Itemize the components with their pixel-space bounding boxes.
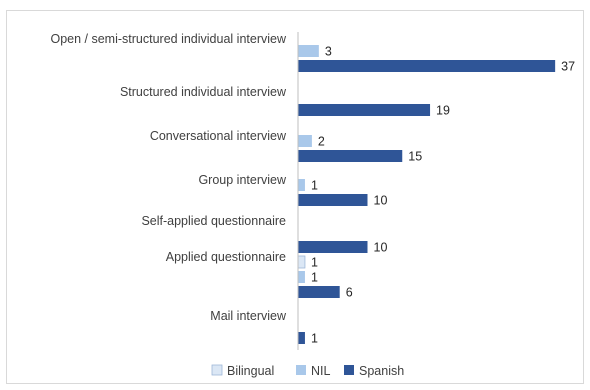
bar-nil: [298, 179, 305, 191]
data-label: 2: [318, 135, 325, 149]
category-label: Open / semi-structured individual interv…: [50, 32, 286, 46]
chart-area: [6, 10, 584, 384]
bar-spanish: [298, 194, 368, 206]
data-label: 10: [374, 241, 388, 255]
bar-spanish: [298, 150, 403, 162]
data-label: 19: [436, 104, 450, 118]
data-label: 3: [325, 45, 332, 59]
category-label: Conversational interview: [150, 129, 287, 143]
category-label: Self-applied questionnaire: [141, 214, 286, 228]
data-label: 1: [311, 179, 318, 193]
legend-label: Spanish: [359, 364, 404, 378]
legend-swatch-bilingual: [211, 364, 223, 376]
legend-swatch-spanish: [344, 365, 354, 375]
data-label: 1: [311, 271, 318, 285]
category-label: Structured individual interview: [120, 85, 287, 99]
data-label: 37: [561, 60, 575, 74]
legend-label: Bilingual: [227, 364, 274, 378]
bar-nil: [298, 45, 319, 57]
bar-spanish: [298, 286, 340, 298]
bar-nil: [298, 135, 312, 147]
category-label: Group interview: [198, 173, 287, 187]
bar-spanish: [298, 60, 556, 72]
data-label: 1: [311, 332, 318, 346]
category-label: Mail interview: [210, 309, 287, 323]
bar-spanish: [298, 104, 431, 116]
data-label: 1: [311, 256, 318, 270]
category-label: Applied questionnaire: [166, 250, 286, 264]
bar-spanish: [298, 241, 368, 253]
bar-spanish: [298, 332, 305, 344]
legend-label: NIL: [311, 364, 331, 378]
data-label: 15: [408, 150, 422, 164]
data-label: 6: [346, 286, 353, 300]
bar-bilingual: [297, 255, 306, 269]
data-label: 10: [374, 194, 388, 208]
legend-swatch-nil: [296, 365, 306, 375]
bar-nil: [298, 271, 305, 283]
